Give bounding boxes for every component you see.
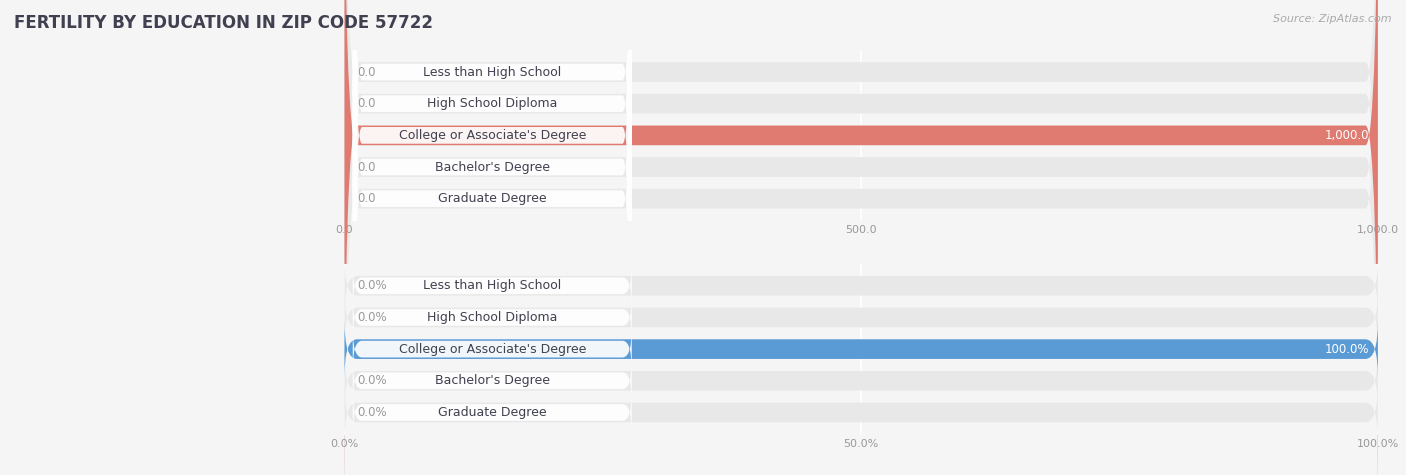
FancyBboxPatch shape	[344, 0, 1378, 442]
Text: Less than High School: Less than High School	[423, 66, 561, 78]
Text: 0.0%: 0.0%	[357, 279, 387, 292]
Text: 100.0%: 100.0%	[1324, 342, 1369, 356]
FancyBboxPatch shape	[353, 0, 631, 475]
Text: 0.0: 0.0	[357, 161, 375, 173]
FancyBboxPatch shape	[344, 352, 1378, 409]
Text: FERTILITY BY EDUCATION IN ZIP CODE 57722: FERTILITY BY EDUCATION IN ZIP CODE 57722	[14, 14, 433, 32]
Text: Less than High School: Less than High School	[423, 279, 561, 292]
Text: College or Associate's Degree: College or Associate's Degree	[398, 342, 586, 356]
FancyBboxPatch shape	[344, 0, 1378, 475]
Text: High School Diploma: High School Diploma	[427, 311, 557, 324]
FancyBboxPatch shape	[353, 266, 631, 306]
FancyBboxPatch shape	[344, 321, 1378, 377]
Text: 0.0%: 0.0%	[357, 406, 387, 419]
FancyBboxPatch shape	[344, 289, 1378, 346]
FancyBboxPatch shape	[353, 297, 631, 338]
FancyBboxPatch shape	[344, 0, 1378, 475]
Text: 0.0: 0.0	[357, 66, 375, 78]
FancyBboxPatch shape	[353, 0, 631, 412]
FancyBboxPatch shape	[353, 392, 631, 433]
Text: 0.0%: 0.0%	[357, 311, 387, 324]
FancyBboxPatch shape	[344, 257, 1378, 314]
Text: 1,000.0: 1,000.0	[1324, 129, 1369, 142]
Text: High School Diploma: High School Diploma	[427, 97, 557, 110]
FancyBboxPatch shape	[344, 0, 1378, 475]
Text: Graduate Degree: Graduate Degree	[437, 406, 547, 419]
FancyBboxPatch shape	[353, 361, 631, 401]
FancyBboxPatch shape	[344, 0, 1378, 475]
FancyBboxPatch shape	[353, 0, 631, 380]
FancyBboxPatch shape	[344, 0, 1378, 474]
FancyBboxPatch shape	[353, 0, 631, 349]
Text: Source: ZipAtlas.com: Source: ZipAtlas.com	[1274, 14, 1392, 24]
FancyBboxPatch shape	[353, 329, 631, 369]
Text: College or Associate's Degree: College or Associate's Degree	[398, 129, 586, 142]
Text: 0.0%: 0.0%	[357, 374, 387, 387]
FancyBboxPatch shape	[344, 321, 1378, 377]
Text: 0.0: 0.0	[357, 97, 375, 110]
FancyBboxPatch shape	[344, 384, 1378, 441]
Text: 0.0: 0.0	[357, 192, 375, 205]
Text: Bachelor's Degree: Bachelor's Degree	[434, 161, 550, 173]
Text: Bachelor's Degree: Bachelor's Degree	[434, 374, 550, 387]
FancyBboxPatch shape	[353, 0, 631, 444]
Text: Graduate Degree: Graduate Degree	[437, 192, 547, 205]
